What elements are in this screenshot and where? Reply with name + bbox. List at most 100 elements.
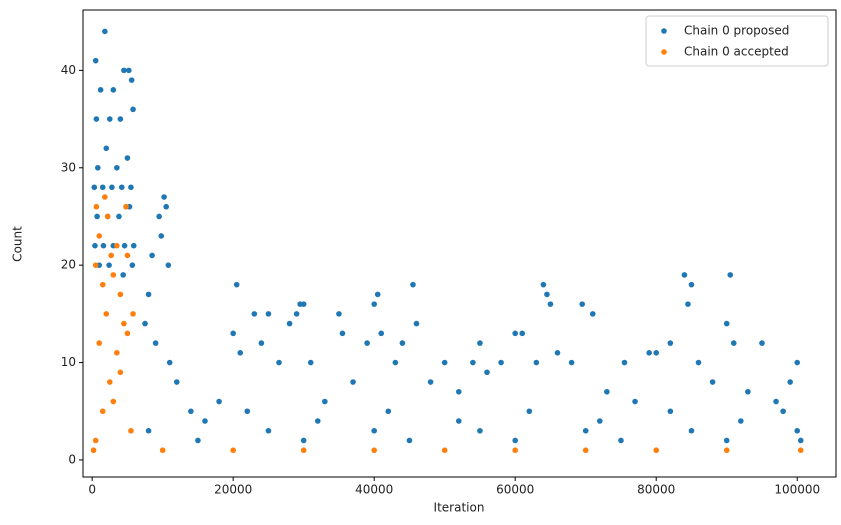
- point: [216, 398, 222, 405]
- point: [92, 242, 98, 249]
- point: [103, 145, 110, 152]
- point: [618, 437, 624, 444]
- point: [526, 408, 533, 415]
- point: [94, 213, 100, 220]
- point: [129, 262, 136, 268]
- point: [128, 427, 134, 434]
- point: [195, 437, 201, 444]
- point: [413, 320, 420, 327]
- point: [406, 437, 413, 444]
- point: [685, 301, 691, 307]
- point: [681, 272, 688, 278]
- point: [723, 447, 730, 454]
- point: [477, 427, 483, 434]
- point: [477, 340, 483, 346]
- point: [589, 311, 596, 317]
- point: [540, 281, 547, 288]
- point: [114, 164, 120, 171]
- point: [110, 272, 117, 278]
- point: [374, 291, 381, 298]
- point: [258, 340, 265, 346]
- point: [797, 437, 804, 444]
- point: [484, 369, 490, 376]
- point: [106, 116, 113, 122]
- point: [100, 242, 107, 249]
- point: [512, 330, 518, 337]
- point: [385, 408, 392, 415]
- point: [604, 388, 610, 395]
- point: [371, 301, 377, 307]
- point: [99, 281, 106, 288]
- point: [156, 213, 162, 220]
- point: [110, 398, 117, 405]
- point: [109, 184, 115, 191]
- point: [124, 252, 131, 259]
- point: [116, 213, 122, 220]
- point: [399, 340, 406, 346]
- point: [265, 311, 272, 317]
- point: [582, 447, 589, 454]
- point: [152, 340, 159, 346]
- point: [93, 116, 100, 122]
- x-tick-label: 60000: [496, 483, 534, 497]
- y-tick-label: 20: [61, 258, 76, 272]
- y-tick-label: 10: [61, 355, 76, 369]
- point: [124, 155, 131, 161]
- point: [554, 350, 561, 356]
- point: [371, 427, 377, 434]
- point: [158, 233, 165, 239]
- point: [579, 301, 585, 307]
- x-tick-label: 100000: [774, 483, 820, 497]
- plot-frame: [82, 9, 837, 478]
- legend-box: [645, 15, 829, 67]
- point: [286, 320, 293, 327]
- legend-label: Chain 0 proposed: [684, 24, 789, 38]
- point: [128, 184, 134, 191]
- point: [117, 369, 124, 376]
- point: [322, 398, 328, 405]
- point: [90, 447, 97, 454]
- point: [498, 359, 504, 366]
- point: [773, 398, 779, 405]
- point: [161, 194, 167, 200]
- point: [293, 311, 300, 317]
- x-tick-label: 40000: [355, 483, 393, 497]
- point: [653, 447, 660, 454]
- point: [339, 330, 346, 337]
- point: [667, 340, 674, 346]
- point: [130, 311, 136, 317]
- point: [92, 57, 99, 64]
- y-tick-label: 30: [61, 160, 76, 174]
- point: [108, 252, 115, 259]
- point: [455, 418, 462, 424]
- point: [787, 379, 793, 385]
- point: [653, 350, 660, 356]
- point: [427, 379, 434, 385]
- point: [118, 184, 125, 191]
- point: [738, 418, 744, 424]
- point: [92, 262, 99, 268]
- point: [336, 311, 342, 317]
- point: [92, 437, 99, 444]
- point: [99, 184, 106, 191]
- point: [667, 408, 674, 415]
- point: [455, 388, 462, 395]
- point: [688, 427, 695, 434]
- point: [759, 340, 765, 346]
- point: [165, 262, 172, 268]
- point: [745, 388, 751, 395]
- point: [128, 77, 135, 83]
- point: [117, 116, 124, 122]
- point: [723, 320, 730, 327]
- point: [797, 447, 804, 454]
- point: [106, 379, 113, 385]
- legend-marker: [661, 49, 667, 55]
- point: [230, 330, 236, 337]
- point: [244, 408, 251, 415]
- point: [149, 252, 155, 259]
- point: [709, 379, 716, 385]
- point: [166, 359, 173, 366]
- x-axis-label: Iteration: [434, 501, 485, 515]
- point: [470, 359, 476, 366]
